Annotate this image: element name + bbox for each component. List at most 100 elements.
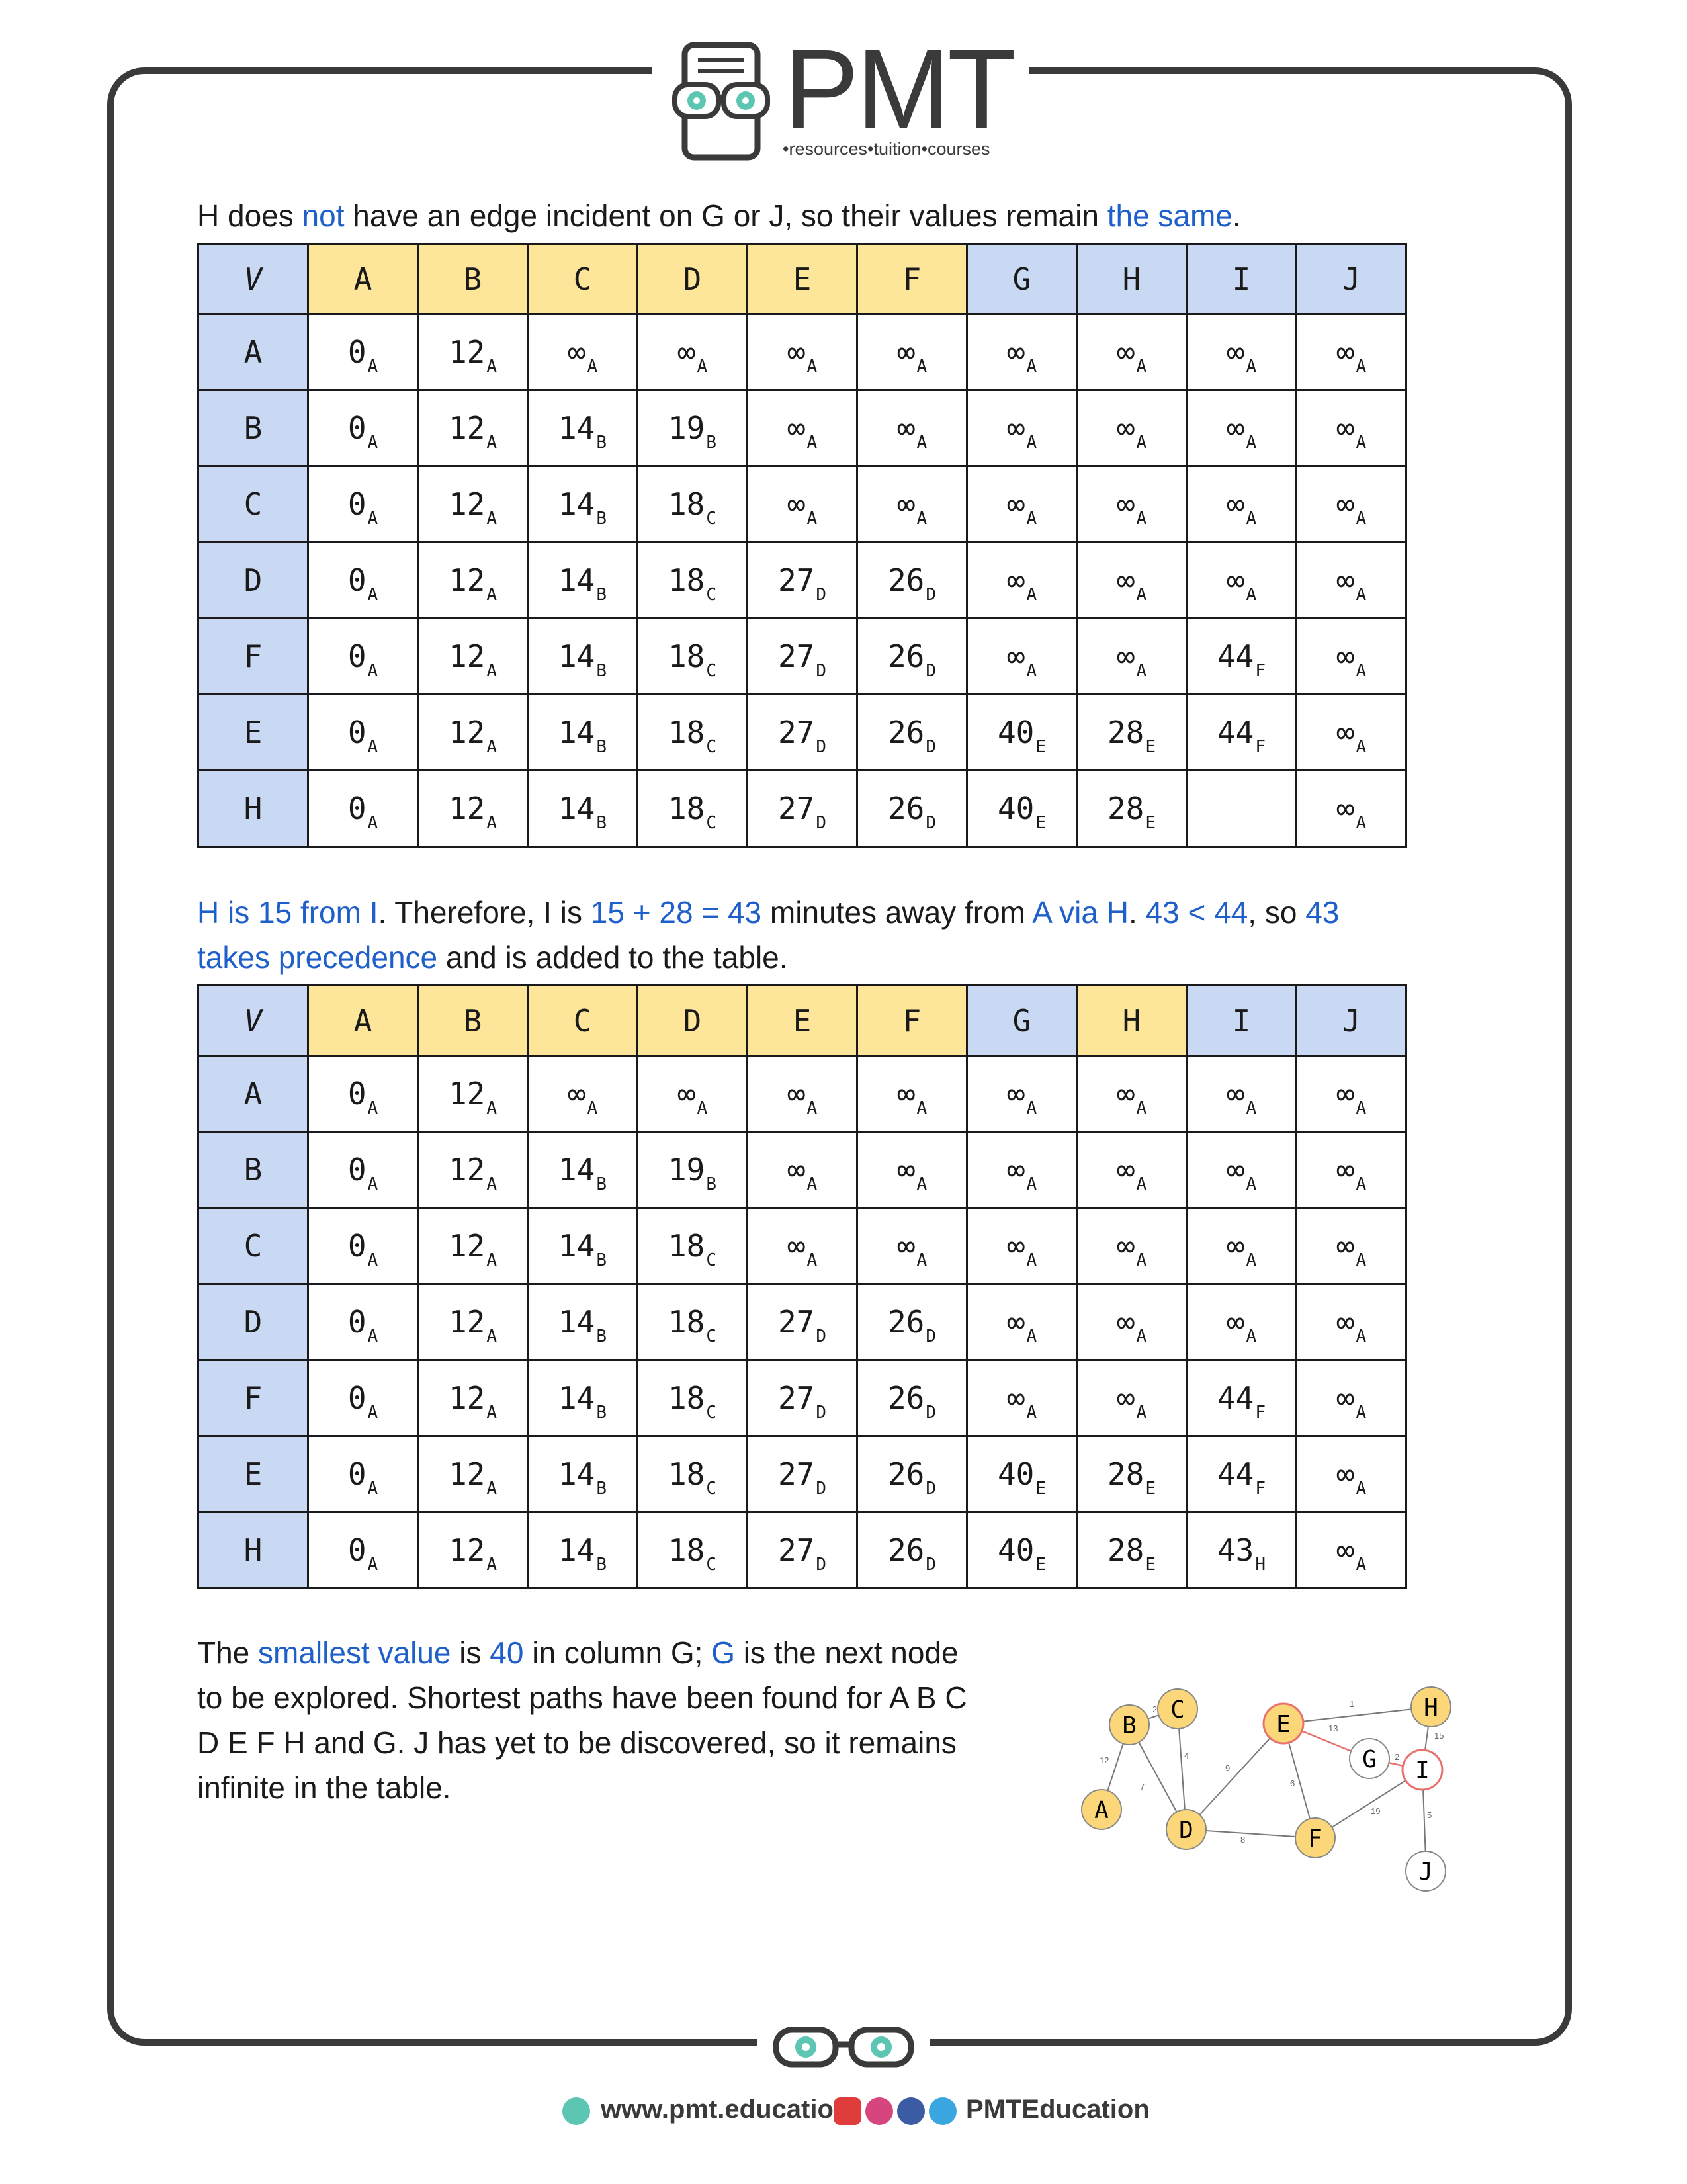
- table-cell: ∞A: [856, 1131, 968, 1209]
- cell-value: ∞: [1006, 1304, 1025, 1340]
- table-cell: 0A: [307, 1359, 419, 1437]
- cell-value: 12: [448, 1456, 486, 1492]
- table-cell: 14B: [527, 1207, 638, 1285]
- cell-value: 14: [558, 1532, 595, 1568]
- table-cell: 14B: [527, 1283, 638, 1361]
- cell-source: D: [816, 1327, 827, 1346]
- cell-value: 14: [558, 638, 595, 674]
- cell-source: D: [816, 585, 827, 605]
- cell-source: A: [1136, 509, 1147, 529]
- cell-value: ∞: [787, 486, 806, 522]
- cell-value: 12: [448, 486, 486, 522]
- cell-value: ∞: [1116, 486, 1135, 522]
- cell-source: B: [596, 433, 607, 453]
- cell-value: ∞: [1336, 791, 1355, 826]
- youtube-icon[interactable]: [834, 2097, 861, 2125]
- cell-value: 43: [1217, 1532, 1254, 1568]
- table-cell: 26D: [856, 1511, 968, 1589]
- cell-value: 40: [997, 1532, 1035, 1568]
- weight-label: 9: [1225, 1763, 1230, 1773]
- cell-value: 28: [1107, 1456, 1145, 1492]
- weight-label: 2: [1395, 1752, 1399, 1762]
- cell-source: C: [706, 509, 717, 529]
- cell-source: A: [806, 357, 818, 376]
- cell-value: ∞: [677, 1076, 696, 1112]
- cell-source: D: [926, 1327, 937, 1346]
- table-cell: 27D: [746, 541, 858, 619]
- cell-source: A: [1136, 1174, 1147, 1194]
- table-row: B 0A 12A 14B 19B ∞A ∞A ∞A ∞A ∞A ∞A: [197, 389, 1407, 467]
- cell-value: 27: [777, 1456, 815, 1492]
- cell-value: 0: [347, 1456, 367, 1492]
- table-cell: ∞A: [527, 313, 638, 391]
- column-header: D: [636, 243, 748, 315]
- node-i: I: [1401, 1749, 1444, 1791]
- table-cell: 12A: [417, 693, 529, 771]
- cell-value: 14: [558, 1456, 595, 1492]
- cell-source: A: [367, 1403, 378, 1422]
- cell-value: 14: [558, 562, 595, 598]
- table-cell: 26D: [856, 693, 968, 771]
- table-cell: 18C: [636, 541, 748, 619]
- cell-value: 44: [1217, 638, 1254, 674]
- cell-source: C: [706, 1327, 717, 1346]
- cell-source: E: [1035, 1479, 1047, 1499]
- table-cell: ∞A: [1295, 1131, 1407, 1209]
- table-cell: ∞A: [1295, 693, 1407, 771]
- column-header: J: [1295, 243, 1407, 315]
- cell-value: ∞: [1006, 1228, 1025, 1264]
- table-cell: 14B: [527, 1131, 638, 1209]
- para3-line: D E F H and G. J has yet to be discovere…: [197, 1725, 957, 1760]
- website-link[interactable]: www.pmt.education: [601, 2095, 850, 2124]
- cell-value: ∞: [896, 334, 916, 370]
- para2-text: , so: [1248, 895, 1306, 930]
- cell-value: 18: [668, 638, 705, 674]
- cell-source: B: [596, 509, 607, 529]
- twitter-icon[interactable]: [929, 2097, 957, 2125]
- cell-source: A: [367, 585, 378, 605]
- node-f: F: [1295, 1817, 1336, 1858]
- row-header: C: [197, 465, 309, 543]
- edge-f-i: [1315, 1769, 1423, 1839]
- cell-value: ∞: [1226, 410, 1245, 446]
- cell-value: ∞: [1336, 334, 1355, 370]
- edge-d-f: [1186, 1829, 1316, 1839]
- table-cell: 14B: [527, 1435, 638, 1513]
- cell-source: A: [1356, 1250, 1367, 1270]
- cell-source: A: [1246, 1327, 1257, 1346]
- cell-value: 27: [777, 1380, 815, 1416]
- table-cell: ∞A: [1076, 313, 1188, 391]
- instagram-icon[interactable]: [865, 2097, 893, 2125]
- table-row: F 0A 12A 14B 18C 27D 26D ∞A ∞A 44F ∞A: [197, 1359, 1407, 1437]
- column-header: I: [1186, 243, 1297, 315]
- column-header: C: [527, 243, 638, 315]
- social-handle[interactable]: PMTEducation: [966, 2095, 1150, 2124]
- table-cell: ∞A: [966, 1283, 1078, 1361]
- table-cell: ∞A: [1186, 1207, 1297, 1285]
- facebook-icon[interactable]: [897, 2097, 925, 2125]
- table-cell: ∞A: [1076, 1207, 1188, 1285]
- table-row: E 0A 12A 14B 18C 27D 26D 40E 28E 44F ∞A: [197, 693, 1407, 771]
- table-cell: 12A: [417, 465, 529, 543]
- table-cell: ∞A: [856, 1055, 968, 1133]
- para3-text: The: [197, 1636, 259, 1670]
- cell-value: ∞: [896, 486, 916, 522]
- table-cell: 26D: [856, 1435, 968, 1513]
- cell-source: B: [596, 1327, 607, 1346]
- cell-source: A: [1026, 661, 1037, 681]
- cell-value: 18: [668, 1456, 705, 1492]
- cell-source: A: [486, 813, 497, 833]
- table-cell: 12A: [417, 617, 529, 695]
- cell-value: 26: [887, 1456, 925, 1492]
- cell-value: ∞: [787, 410, 806, 446]
- cell-source: E: [1035, 813, 1047, 833]
- cell-value: 18: [668, 715, 705, 750]
- node-label: D: [1179, 1817, 1193, 1844]
- cell-value: ∞: [1006, 638, 1025, 674]
- cell-source: A: [486, 1098, 497, 1118]
- cell-value: ∞: [1006, 562, 1025, 598]
- table-cell: 12A: [417, 1207, 529, 1285]
- cell-value: ∞: [1006, 334, 1025, 370]
- cell-source: A: [1356, 737, 1367, 757]
- para3-highlight: 40: [490, 1636, 524, 1670]
